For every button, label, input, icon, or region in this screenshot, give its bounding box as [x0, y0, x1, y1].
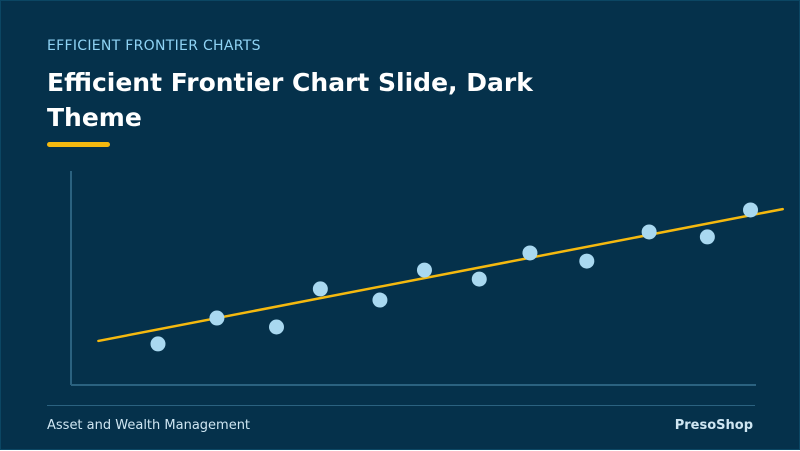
data-point-9	[579, 253, 595, 269]
data-point-2	[209, 310, 225, 326]
data-point-11	[699, 229, 715, 245]
data-point-10	[641, 224, 657, 240]
points-layer	[150, 202, 759, 352]
trendline-layer	[97, 207, 784, 343]
data-point-8	[522, 245, 538, 261]
data-point-7	[471, 271, 487, 287]
data-point-4	[312, 281, 328, 297]
data-point-12	[743, 202, 759, 218]
footer-brand: PresoShop	[674, 418, 753, 433]
slide-title: Efficient Frontier Chart Slide, Dark The…	[47, 68, 533, 132]
footer-company-text: Asset and Wealth Management	[47, 418, 251, 433]
data-point-1	[150, 336, 166, 352]
title-accent-bar	[47, 142, 110, 147]
data-point-5	[372, 292, 388, 308]
eyebrow-label: EFFICIENT FRONTIER CHARTS	[47, 38, 261, 54]
trendline	[97, 207, 784, 343]
data-point-6	[416, 262, 432, 278]
data-point-3	[269, 319, 284, 335]
footer-divider	[47, 405, 755, 406]
